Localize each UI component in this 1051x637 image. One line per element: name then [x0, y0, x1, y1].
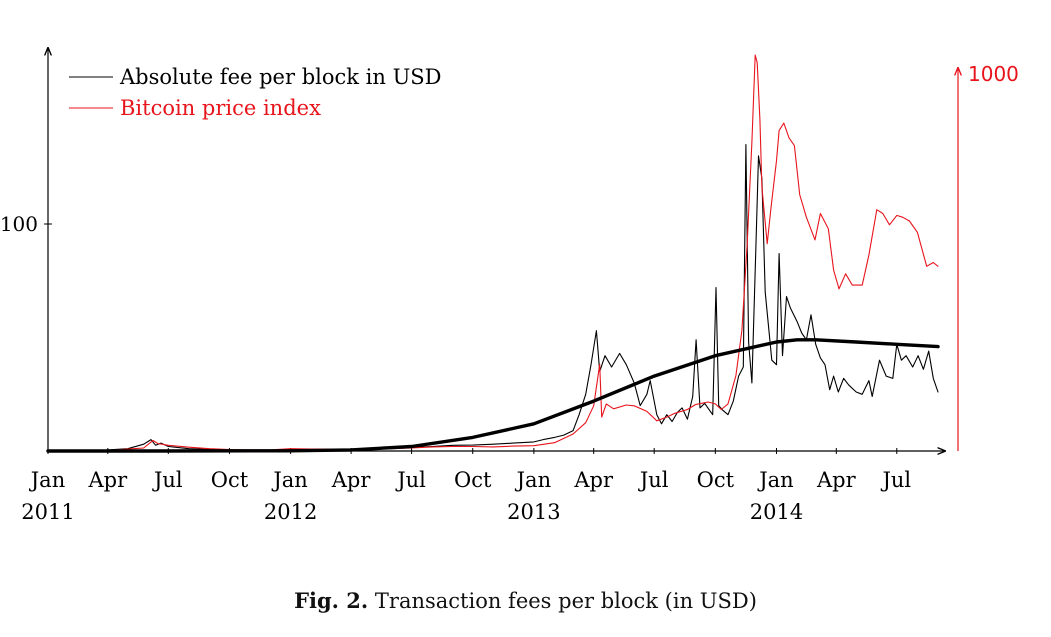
tick-labels: 100 1000 Jan 2011 Apr Jul Oct Jan 2012 Apr Jul Oct J… [0, 62, 1019, 524]
y-tick-label-right: 1000 [968, 62, 1019, 86]
series-fee-line [47, 144, 939, 451]
x-tick-label-month: Oct [454, 468, 492, 492]
y-tick-label-left: 100 [0, 212, 38, 236]
trend-line [46, 338, 940, 453]
x-tick-label-year: 2014 [750, 500, 803, 524]
chart: 100 1000 Jan 2011 Apr Jul Oct Jan 2012 Apr Jul Oct J… [0, 0, 1019, 524]
x-tick-label-month: Jul [395, 468, 426, 492]
x-tick-label-year: 2011 [21, 500, 74, 524]
legend: Absolute fee per block in USD Bitcoin pri… [69, 65, 442, 120]
x-tick-label-month: Jul [880, 468, 911, 492]
x-tick-label-month: Jan [757, 468, 793, 492]
x-tick-label-month: Jan [515, 468, 551, 492]
caption-label: Fig. 2. [294, 588, 369, 613]
x-tick-label-month: Jul [638, 468, 669, 492]
x-tick-label-year: 2012 [264, 500, 317, 524]
figure-caption: Fig. 2. Transaction fees per block (in U… [0, 588, 1051, 613]
x-tick-label-month: Jan [271, 468, 307, 492]
x-tick-label-month: Oct [697, 468, 735, 492]
legend-label: Absolute fee per block in USD [119, 65, 442, 89]
series-price-line [47, 54, 939, 452]
legend-label: Bitcoin price index [120, 96, 321, 120]
x-tick-label-month: Apr [331, 468, 372, 492]
x-tick-label-month: Apr [573, 468, 614, 492]
x-tick-label-month: Jul [152, 468, 183, 492]
x-tick-label-month: Jan [29, 468, 65, 492]
x-tick-label-year: 2013 [507, 500, 560, 524]
x-tick-label-month: Oct [211, 468, 249, 492]
x-tick-label-month: Apr [87, 468, 128, 492]
x-tick-label-month: Apr [816, 468, 857, 492]
caption-text: Transaction fees per block (in USD) [374, 589, 757, 613]
series-lines [46, 54, 940, 453]
